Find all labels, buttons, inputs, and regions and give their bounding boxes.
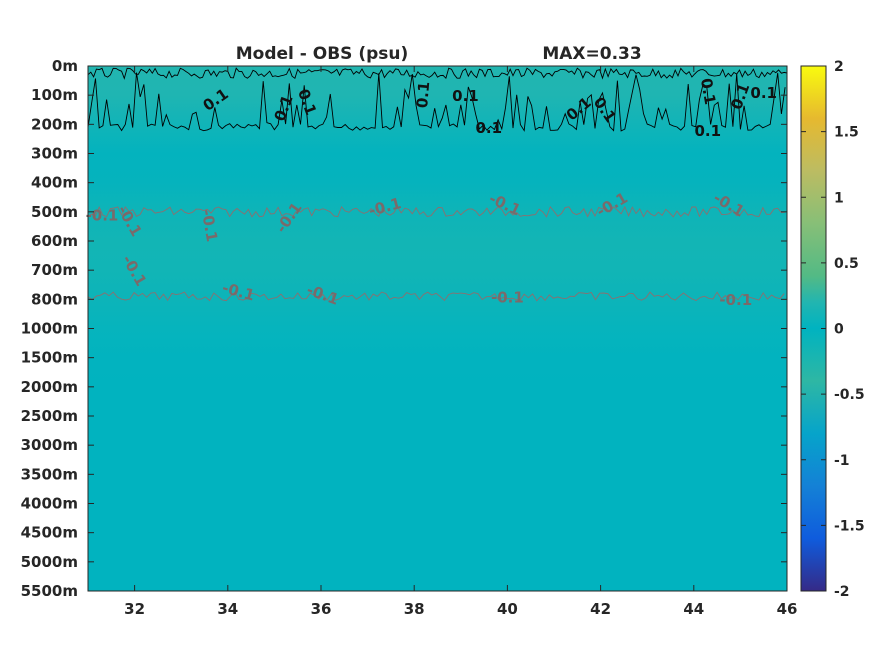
y-tick-label: 300m — [31, 145, 78, 163]
y-tick-label: 500m — [31, 203, 78, 221]
contour-label-positive: 0.1 — [475, 119, 502, 137]
x-axis: 32 34 36 38 40 42 44 46 — [124, 66, 797, 618]
plot-area: 0.1 0.10.1 0.1 0.10.10.10.10.10.1 0.10.1-0.1… — [86, 65, 788, 592]
x-tick-label: 36 — [311, 600, 332, 618]
y-tick-label: 1000m — [21, 320, 78, 338]
colorbar-tick-label: 1 — [834, 190, 844, 206]
colorbar-tick-label: -0.5 — [834, 387, 865, 403]
colorbar: 2 1.5 1 0.5 0 -0.5 -1 -1.5 -2 — [800, 59, 865, 600]
contour-label-negative: -0.1 — [198, 208, 221, 243]
y-tick-label: 400m — [31, 174, 78, 192]
contour-line-neg-lower — [88, 291, 785, 302]
contour-line-pos-lower — [88, 72, 786, 132]
x-tick-label: 46 — [777, 600, 798, 618]
y-tick-label: 2000m — [21, 378, 78, 396]
contour-lines — [88, 67, 787, 302]
chart-title-group: Model - OBS (psu) MAX=0.33 — [236, 44, 642, 64]
heatmap-field — [88, 66, 787, 591]
x-tick-label: 32 — [124, 600, 145, 618]
y-tick-label: 700m — [31, 261, 78, 279]
contour-label-positive: 0.1 — [697, 77, 719, 106]
contour-line-neg-upper — [88, 205, 786, 218]
x-tick-label: 38 — [404, 600, 425, 618]
colorbar-tick-label: 0 — [834, 322, 844, 338]
contour-label-negative: -0.1 — [719, 291, 752, 309]
y-tick-label: 2500m — [21, 407, 78, 425]
colorbar-ticks: 2 1.5 1 0.5 0 -0.5 -1 -1.5 -2 — [801, 59, 865, 600]
contour-label-negative: -0.1 — [86, 207, 119, 225]
contour-label-positive: 0.1 — [694, 122, 721, 140]
colorbar-tick-label: -1.5 — [834, 518, 865, 534]
y-tick-label: 3500m — [21, 465, 78, 483]
contour-label-positive: 0.1 — [413, 81, 433, 109]
y-tick-label: 100m — [31, 86, 78, 104]
max-label: MAX=0.33 — [542, 44, 641, 64]
x-tick-label: 34 — [217, 600, 238, 618]
y-tick-label: 1500m — [21, 349, 78, 367]
x-tick-label: 44 — [683, 600, 704, 618]
colorbar-tick-label: -1 — [834, 453, 850, 469]
y-tick-label: 5000m — [21, 553, 78, 571]
y-axis: 0m 100m 200m 300m 400m 500m 600m 700m 800m 1000m 1… — [21, 57, 787, 600]
colorbar-tick-label: -2 — [834, 584, 850, 600]
y-tick-label: 4000m — [21, 495, 78, 513]
colorbar-tick-label: 0.5 — [834, 256, 859, 272]
y-tick-label: 4500m — [21, 524, 78, 542]
y-tick-label: 5500m — [21, 582, 78, 600]
y-tick-label: 200m — [31, 115, 78, 133]
y-tick-label: 3000m — [21, 436, 78, 454]
contour-label-positive: 0.1 — [750, 84, 777, 102]
y-tick-label: 0m — [52, 57, 78, 75]
y-tick-label: 600m — [31, 232, 78, 250]
contour-label-positive: 0.1 — [452, 87, 479, 105]
contour-line-pos-upper — [88, 67, 787, 80]
x-tick-label: 40 — [497, 600, 518, 618]
x-tick-label: 42 — [590, 600, 611, 618]
chart-title: Model - OBS (psu) — [236, 44, 409, 64]
y-tick-label: 800m — [31, 290, 78, 308]
contour-label-negative: -0.1 — [491, 288, 524, 306]
colorbar-tick-label: 1.5 — [834, 125, 859, 141]
colorbar-tick-label: 2 — [834, 59, 844, 75]
